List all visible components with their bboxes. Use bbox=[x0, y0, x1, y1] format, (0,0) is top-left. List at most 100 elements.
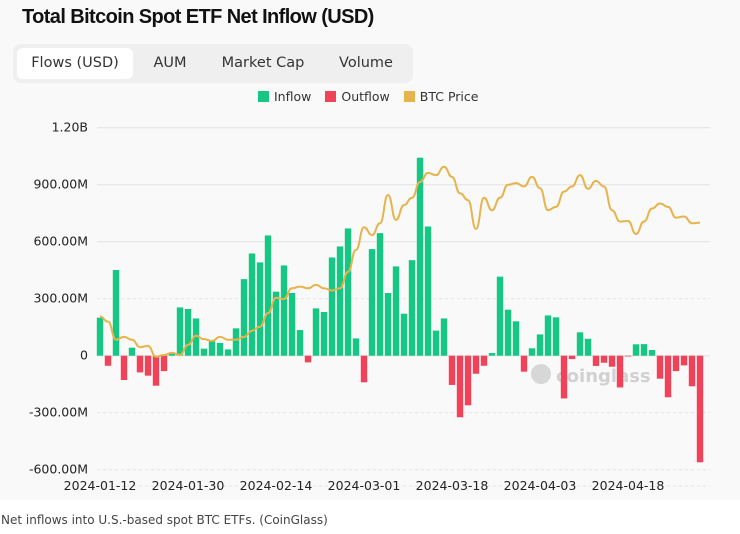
inflow-bar[interactable] bbox=[408, 260, 416, 356]
inflow-swatch bbox=[258, 91, 269, 102]
inflow-bar[interactable] bbox=[272, 291, 280, 356]
inflow-bar[interactable] bbox=[248, 253, 256, 356]
inflow-bar[interactable] bbox=[528, 348, 536, 356]
inflow-bar[interactable] bbox=[368, 249, 376, 356]
y-tick-label: 600.00M bbox=[33, 234, 88, 249]
outflow-bar[interactable] bbox=[568, 355, 576, 360]
tab-flows[interactable]: Flows (USD) bbox=[17, 48, 133, 79]
legend-label: Inflow bbox=[274, 89, 312, 104]
inflow-bar[interactable] bbox=[496, 276, 504, 356]
inflow-bar[interactable] bbox=[256, 262, 264, 356]
x-tick-label: 2024-04-18 bbox=[592, 478, 665, 493]
outflow-bar[interactable] bbox=[120, 355, 128, 381]
inflow-bar[interactable] bbox=[184, 308, 192, 356]
x-tick-label: 2024-02-14 bbox=[240, 478, 313, 493]
inflow-bar[interactable] bbox=[576, 332, 584, 356]
inflow-bar[interactable] bbox=[112, 270, 120, 356]
inflow-bar[interactable] bbox=[416, 157, 424, 356]
y-axis-labels: 1.20B 900.00M 600.00M 300.00M 0 -300.00M -600.… bbox=[29, 120, 88, 477]
inflow-bar[interactable] bbox=[320, 312, 328, 356]
inflow-bar[interactable] bbox=[488, 353, 496, 356]
inflow-bar[interactable] bbox=[432, 330, 440, 356]
inflow-bar[interactable] bbox=[168, 353, 176, 356]
inflow-bar[interactable] bbox=[584, 338, 592, 356]
inflow-bar[interactable] bbox=[176, 307, 184, 356]
inflow-bar[interactable] bbox=[384, 293, 392, 356]
outflow-bar[interactable] bbox=[616, 355, 624, 388]
outflow-bar[interactable] bbox=[136, 355, 144, 373]
chart-panel: Total Bitcoin Spot ETF Net Inflow (USD) … bbox=[17, 6, 710, 493]
inflow-bar[interactable] bbox=[96, 317, 104, 356]
outflow-bar[interactable] bbox=[152, 355, 160, 386]
outflow-bar[interactable] bbox=[592, 355, 600, 366]
outflow-bar[interactable] bbox=[672, 355, 680, 372]
inflow-bar[interactable] bbox=[128, 347, 136, 356]
inflow-bar[interactable] bbox=[544, 315, 552, 356]
inflow-bar[interactable] bbox=[352, 338, 360, 356]
outflow-bar[interactable] bbox=[560, 355, 568, 399]
outflow-bar[interactable] bbox=[160, 355, 168, 372]
inflow-bar[interactable] bbox=[376, 233, 384, 356]
inflow-bar[interactable] bbox=[192, 318, 200, 356]
inflow-bar[interactable] bbox=[424, 226, 432, 356]
inflow-bar[interactable] bbox=[640, 344, 648, 356]
outflow-bar[interactable] bbox=[448, 355, 456, 385]
y-tick-label: 900.00M bbox=[33, 177, 88, 192]
price-swatch bbox=[403, 91, 415, 102]
inflow-bar[interactable] bbox=[240, 279, 248, 356]
inflow-bar[interactable] bbox=[208, 341, 216, 356]
outflow-bar[interactable] bbox=[600, 355, 608, 363]
tab-market-cap[interactable]: Market Cap bbox=[221, 55, 305, 71]
outflow-bar[interactable] bbox=[680, 355, 688, 366]
inflow-bar[interactable] bbox=[216, 342, 224, 356]
page-title: Total Bitcoin Spot ETF Net Inflow (USD) bbox=[22, 6, 374, 28]
outflow-bar[interactable] bbox=[624, 355, 632, 357]
outflow-bar[interactable] bbox=[360, 355, 368, 383]
inflow-bar[interactable] bbox=[400, 313, 408, 356]
x-tick-label: 2024-03-01 bbox=[328, 478, 401, 493]
outflow-bar[interactable] bbox=[608, 355, 616, 367]
inflow-bar[interactable] bbox=[312, 308, 320, 356]
x-tick-label: 2024-03-18 bbox=[416, 478, 489, 493]
legend-outflow[interactable]: Outflow bbox=[325, 89, 390, 104]
inflow-bar[interactable] bbox=[632, 344, 640, 356]
legend-btc-price[interactable]: BTC Price bbox=[403, 89, 478, 104]
outflow-bar[interactable] bbox=[304, 355, 312, 363]
outflow-bar[interactable] bbox=[696, 355, 704, 463]
inflow-bar[interactable] bbox=[296, 330, 304, 356]
btc-price-line bbox=[99, 165, 701, 358]
outflow-bar[interactable] bbox=[456, 355, 464, 418]
inflow-bar[interactable] bbox=[512, 321, 520, 356]
inflow-bar[interactable] bbox=[232, 328, 240, 356]
inflow-bar[interactable] bbox=[440, 318, 448, 356]
watermark-text: coinglass bbox=[556, 366, 651, 387]
outflow-bar[interactable] bbox=[656, 355, 664, 379]
outflow-bar[interactable] bbox=[688, 355, 696, 387]
inflow-bar[interactable] bbox=[536, 334, 544, 356]
inflow-bar[interactable] bbox=[344, 228, 352, 356]
inflow-bar[interactable] bbox=[288, 293, 296, 356]
outflow-bar[interactable] bbox=[464, 355, 472, 406]
x-axis-labels: 2024-01-12 2024-01-30 2024-02-14 2024-03-01… bbox=[64, 478, 665, 493]
inflow-bar[interactable] bbox=[224, 349, 232, 356]
flow-chart: 1.20B 900.00M 600.00M 300.00M 0 -300.00M -600.… bbox=[29, 120, 710, 493]
inflow-bar[interactable] bbox=[552, 317, 560, 356]
outflow-bar[interactable] bbox=[664, 355, 672, 398]
outflow-bar[interactable] bbox=[144, 355, 152, 376]
inflow-bar[interactable] bbox=[648, 350, 656, 356]
inflow-bar[interactable] bbox=[200, 348, 208, 356]
outflow-bar[interactable] bbox=[104, 355, 112, 366]
outflow-bar[interactable] bbox=[520, 355, 528, 372]
outflow-bar[interactable] bbox=[480, 355, 488, 366]
inflow-bar[interactable] bbox=[336, 246, 344, 356]
inflow-bar[interactable] bbox=[280, 265, 288, 356]
inflow-bar[interactable] bbox=[264, 235, 272, 356]
inflow-bar[interactable] bbox=[504, 309, 512, 356]
inflow-bar[interactable] bbox=[328, 257, 336, 356]
y-tick-label: -600.00M bbox=[29, 462, 88, 477]
tab-aum[interactable]: AUM bbox=[153, 55, 187, 71]
legend-inflow[interactable]: Inflow bbox=[258, 89, 311, 104]
inflow-bar[interactable] bbox=[392, 266, 400, 356]
tab-volume[interactable]: Volume bbox=[339, 55, 393, 71]
outflow-bar[interactable] bbox=[472, 355, 480, 374]
